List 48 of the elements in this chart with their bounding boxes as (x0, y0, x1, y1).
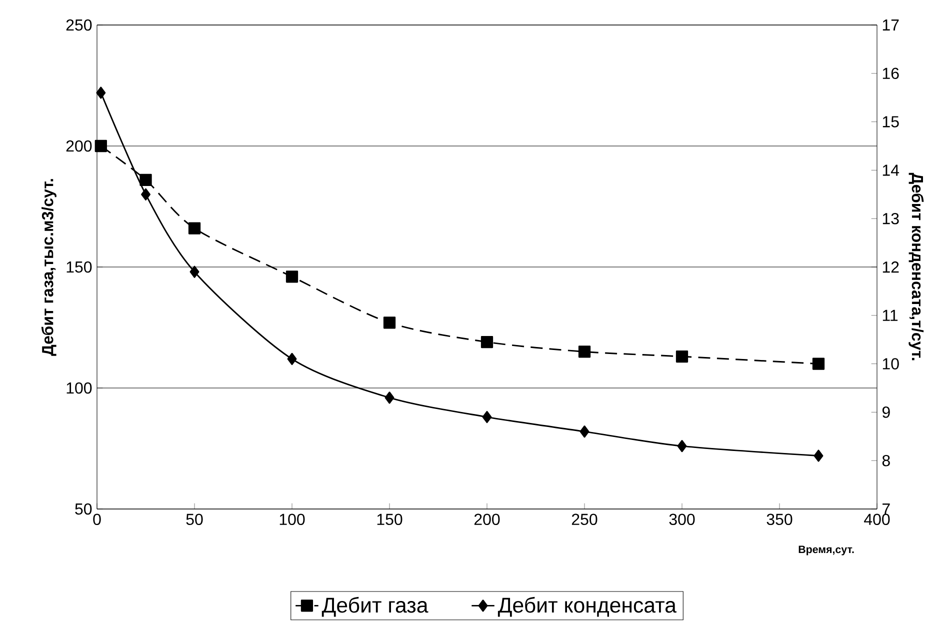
y-tick-label: 250 (66, 19, 92, 31)
y2-tick-label: 12 (882, 261, 899, 273)
x-tick-label: 200 (474, 514, 500, 526)
point (188, 222, 201, 234)
legend-label: Дебит газа (322, 596, 428, 617)
point (482, 410, 492, 424)
point (676, 350, 688, 363)
legend-label: Дебит конденсата (498, 596, 676, 617)
x-tick-label: 400 (864, 514, 890, 526)
point (578, 346, 591, 358)
point (190, 266, 200, 278)
y2-tick-label: 10 (882, 358, 899, 370)
x-tick-label: 0 (93, 514, 101, 526)
y2-tick-label: 13 (882, 212, 899, 224)
point (384, 392, 394, 404)
point (287, 352, 297, 366)
y2-tick-label: 16 (882, 68, 899, 80)
y-axis-title: Дебит газа,тыс.м3/сут. (41, 179, 56, 356)
x-tick-label: 350 (766, 514, 792, 526)
x-tick-label: 300 (669, 514, 695, 526)
x-tick-label: 50 (186, 514, 203, 526)
point (814, 450, 824, 462)
point (94, 140, 107, 152)
point (580, 425, 590, 438)
y2-tick-label: 9 (882, 406, 890, 418)
point (141, 188, 150, 200)
point (96, 86, 106, 99)
x-tick-label: 150 (377, 514, 402, 526)
y2-tick-label: 17 (882, 20, 899, 31)
x-tick-label: 250 (572, 514, 598, 526)
x-tick-label: 100 (280, 514, 305, 526)
y2-axis-title: Дебит конденсата,т/сут. (908, 172, 924, 360)
y-tick-label: 200 (66, 140, 92, 152)
point (812, 358, 825, 370)
y2-tick-label: 7 (882, 504, 890, 515)
point (480, 336, 494, 348)
x-axis-title: Время,сут. (798, 546, 854, 556)
point (383, 316, 396, 329)
point (140, 174, 152, 186)
y2-tick-label: 8 (882, 454, 890, 466)
point (677, 440, 687, 452)
y2-tick-label: 14 (882, 164, 900, 176)
y2-tick-label: 15 (882, 116, 899, 128)
point (286, 270, 298, 283)
y-tick-label: 50 (75, 503, 92, 515)
y-tick-label: 100 (66, 382, 92, 394)
y2-tick-label: 11 (882, 310, 898, 321)
y-tick-label: 150 (66, 261, 92, 273)
